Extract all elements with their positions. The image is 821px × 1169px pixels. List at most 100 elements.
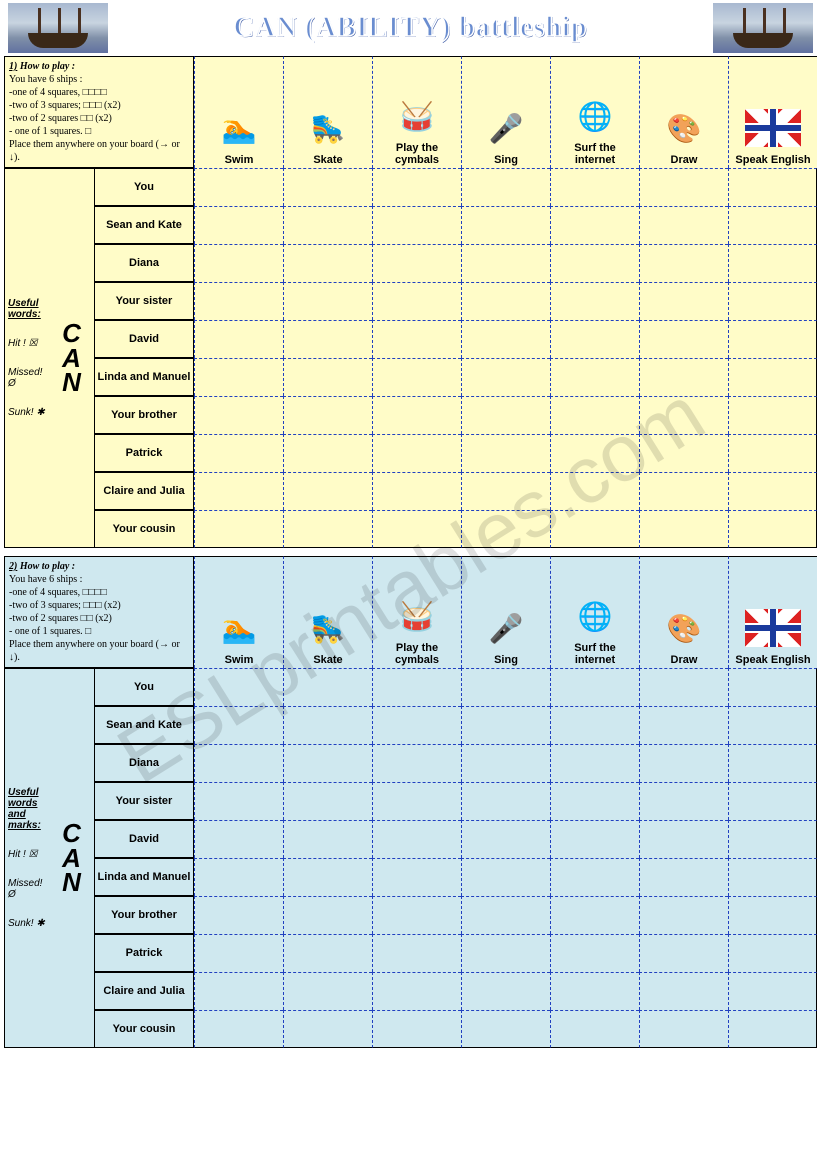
grid-cell[interactable] — [639, 396, 728, 434]
grid-cell[interactable] — [550, 820, 639, 858]
grid-cell[interactable] — [283, 358, 372, 396]
grid-cell[interactable] — [461, 820, 550, 858]
grid-cell[interactable] — [372, 934, 461, 972]
grid-cell[interactable] — [283, 168, 372, 206]
grid-cell[interactable] — [283, 744, 372, 782]
grid-cell[interactable] — [372, 858, 461, 896]
grid-cell[interactable] — [639, 934, 728, 972]
grid-cell[interactable] — [194, 472, 283, 510]
grid-cell[interactable] — [639, 1010, 728, 1048]
grid-cell[interactable] — [283, 706, 372, 744]
grid-cell[interactable] — [550, 858, 639, 896]
grid-cell[interactable] — [283, 820, 372, 858]
grid-cell[interactable] — [372, 706, 461, 744]
grid-cell[interactable] — [372, 320, 461, 358]
grid-cell[interactable] — [639, 244, 728, 282]
grid-cell[interactable] — [550, 206, 639, 244]
grid-cell[interactable] — [372, 1010, 461, 1048]
grid-cell[interactable] — [372, 820, 461, 858]
grid-cell[interactable] — [194, 896, 283, 934]
grid-cell[interactable] — [728, 820, 817, 858]
grid-cell[interactable] — [639, 858, 728, 896]
grid-cell[interactable] — [550, 934, 639, 972]
grid-cell[interactable] — [728, 744, 817, 782]
grid-cell[interactable] — [728, 1010, 817, 1048]
grid-cell[interactable] — [550, 706, 639, 744]
grid-cell[interactable] — [194, 358, 283, 396]
grid-cell[interactable] — [283, 396, 372, 434]
grid-cell[interactable] — [461, 668, 550, 706]
grid-cell[interactable] — [639, 358, 728, 396]
grid-cell[interactable] — [639, 510, 728, 548]
grid-cell[interactable] — [728, 668, 817, 706]
grid-cell[interactable] — [372, 472, 461, 510]
grid-cell[interactable] — [194, 668, 283, 706]
grid-cell[interactable] — [283, 668, 372, 706]
grid-cell[interactable] — [550, 896, 639, 934]
grid-cell[interactable] — [194, 206, 283, 244]
grid-cell[interactable] — [550, 320, 639, 358]
grid-cell[interactable] — [728, 934, 817, 972]
grid-cell[interactable] — [639, 782, 728, 820]
grid-cell[interactable] — [283, 282, 372, 320]
grid-cell[interactable] — [461, 858, 550, 896]
grid-cell[interactable] — [728, 782, 817, 820]
grid-cell[interactable] — [461, 434, 550, 472]
grid-cell[interactable] — [194, 1010, 283, 1048]
grid-cell[interactable] — [550, 282, 639, 320]
grid-cell[interactable] — [550, 668, 639, 706]
grid-cell[interactable] — [283, 244, 372, 282]
grid-cell[interactable] — [461, 244, 550, 282]
grid-cell[interactable] — [461, 972, 550, 1010]
grid-cell[interactable] — [194, 244, 283, 282]
grid-cell[interactable] — [639, 434, 728, 472]
grid-cell[interactable] — [372, 434, 461, 472]
grid-cell[interactable] — [639, 168, 728, 206]
grid-cell[interactable] — [639, 744, 728, 782]
grid-cell[interactable] — [283, 972, 372, 1010]
grid-cell[interactable] — [194, 706, 283, 744]
grid-cell[interactable] — [194, 858, 283, 896]
grid-cell[interactable] — [728, 858, 817, 896]
grid-cell[interactable] — [372, 168, 461, 206]
grid-cell[interactable] — [194, 168, 283, 206]
grid-cell[interactable] — [283, 206, 372, 244]
grid-cell[interactable] — [639, 472, 728, 510]
grid-cell[interactable] — [194, 782, 283, 820]
grid-cell[interactable] — [461, 282, 550, 320]
grid-cell[interactable] — [728, 510, 817, 548]
grid-cell[interactable] — [639, 706, 728, 744]
grid-cell[interactable] — [550, 510, 639, 548]
grid-cell[interactable] — [639, 668, 728, 706]
grid-cell[interactable] — [372, 972, 461, 1010]
grid-cell[interactable] — [461, 510, 550, 548]
grid-cell[interactable] — [728, 206, 817, 244]
grid-cell[interactable] — [728, 282, 817, 320]
grid-cell[interactable] — [372, 358, 461, 396]
grid-cell[interactable] — [639, 206, 728, 244]
grid-cell[interactable] — [461, 934, 550, 972]
grid-cell[interactable] — [461, 744, 550, 782]
grid-cell[interactable] — [283, 510, 372, 548]
grid-cell[interactable] — [461, 1010, 550, 1048]
grid-cell[interactable] — [728, 168, 817, 206]
grid-cell[interactable] — [461, 472, 550, 510]
grid-cell[interactable] — [283, 934, 372, 972]
grid-cell[interactable] — [194, 972, 283, 1010]
grid-cell[interactable] — [283, 434, 372, 472]
grid-cell[interactable] — [461, 168, 550, 206]
grid-cell[interactable] — [550, 782, 639, 820]
grid-cell[interactable] — [283, 472, 372, 510]
grid-cell[interactable] — [461, 782, 550, 820]
grid-cell[interactable] — [372, 244, 461, 282]
grid-cell[interactable] — [639, 282, 728, 320]
grid-cell[interactable] — [194, 434, 283, 472]
grid-cell[interactable] — [372, 282, 461, 320]
grid-cell[interactable] — [728, 896, 817, 934]
grid-cell[interactable] — [728, 472, 817, 510]
grid-cell[interactable] — [194, 744, 283, 782]
grid-cell[interactable] — [194, 320, 283, 358]
grid-cell[interactable] — [283, 896, 372, 934]
grid-cell[interactable] — [283, 782, 372, 820]
grid-cell[interactable] — [550, 744, 639, 782]
